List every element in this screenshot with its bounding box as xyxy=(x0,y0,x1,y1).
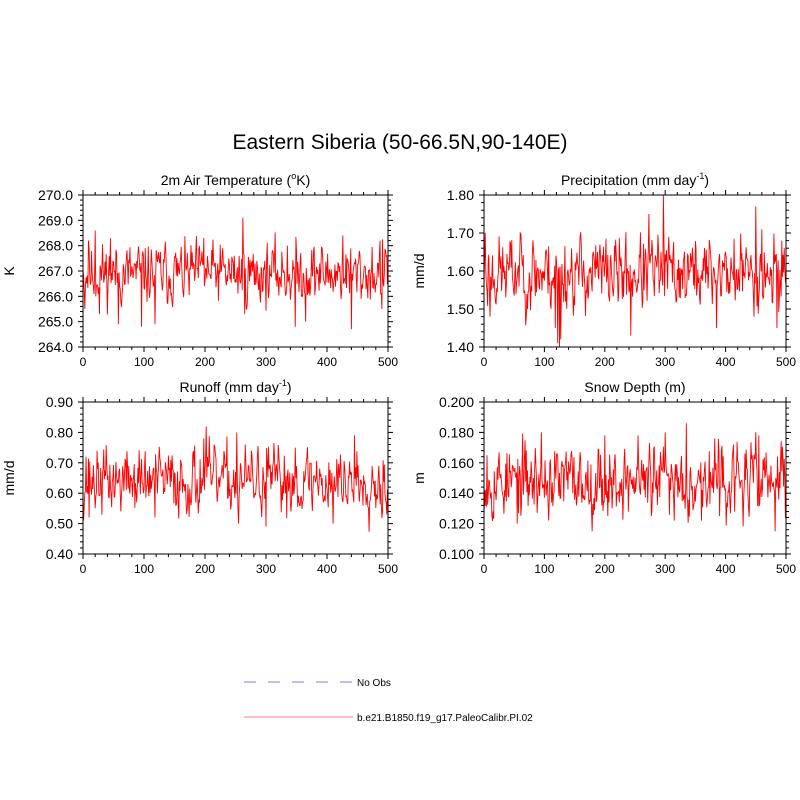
y-tick-label: 267.0 xyxy=(38,263,73,279)
x-tick-label: 100 xyxy=(534,562,554,576)
y-tick-label: 264.0 xyxy=(38,339,73,355)
x-tick-label: 0 xyxy=(80,355,87,369)
x-tick-label: 200 xyxy=(595,562,615,576)
plot-frame xyxy=(483,194,787,348)
y-tick-label: 0.120 xyxy=(439,516,474,532)
y-tick-label: 1.70 xyxy=(447,225,474,241)
x-tick-label: 500 xyxy=(776,355,796,369)
x-tick-label: 200 xyxy=(595,355,615,369)
x-tick-label: 100 xyxy=(534,355,554,369)
legend: No Obs b.e21.B1850.f19_g17.PaleoCalibr.PI… xyxy=(244,678,533,724)
x-tick-label: 300 xyxy=(655,562,675,576)
chart-panel: 0 100 200 300 400 500 0.100 0.120 0.140 0.160 0.18… xyxy=(411,379,796,576)
x-tick-label: 0 xyxy=(481,562,488,576)
y-axis-label: mm/d xyxy=(411,254,427,289)
y-tick-label: 1.50 xyxy=(447,301,474,317)
x-tick-label: 200 xyxy=(195,562,215,576)
figure-title: Eastern Siberia (50-66.5N,90-140E) xyxy=(232,131,568,154)
plot-frame xyxy=(483,401,787,555)
panel-title: Snow Depth (m) xyxy=(584,379,685,395)
y-tick-label: 1.60 xyxy=(447,263,474,279)
chart-panel: 0 100 200 300 400 500 0.40 0.50 0.60 0.70 0.80 0.90… xyxy=(1,378,398,576)
x-tick-label: 500 xyxy=(378,355,398,369)
x-tick-label: 300 xyxy=(655,355,675,369)
plot-frame xyxy=(82,401,389,555)
x-tick-label: 500 xyxy=(776,562,796,576)
y-tick-label: 265.0 xyxy=(38,314,73,330)
legend-label: No Obs xyxy=(357,678,391,689)
panel-title: Precipitation (mm day-1) xyxy=(561,171,709,188)
y-tick-label: 266.0 xyxy=(38,288,73,304)
x-tick-label: 100 xyxy=(134,355,154,369)
x-tick-label: 500 xyxy=(378,562,398,576)
x-tick-label: 400 xyxy=(317,562,337,576)
y-tick-label: 0.60 xyxy=(46,485,73,501)
y-axis-label: mm/d xyxy=(1,461,17,496)
y-tick-label: 269.0 xyxy=(38,212,73,228)
y-tick-label: 0.90 xyxy=(46,394,73,410)
y-tick-label: 0.160 xyxy=(439,455,474,471)
chart-panel: 0 100 200 300 400 500 1.40 1.50 1.60 1.70 1.80 mm/d… xyxy=(411,171,796,369)
y-tick-label: 1.40 xyxy=(447,339,474,355)
y-tick-label: 0.40 xyxy=(46,546,73,562)
x-tick-label: 0 xyxy=(481,355,488,369)
y-tick-label: 0.200 xyxy=(439,394,474,410)
x-tick-label: 200 xyxy=(195,355,215,369)
y-tick-label: 270.0 xyxy=(38,187,73,203)
x-tick-label: 300 xyxy=(256,355,276,369)
x-tick-label: 400 xyxy=(716,355,736,369)
series-line xyxy=(82,217,389,330)
series-line xyxy=(483,194,787,348)
series-line xyxy=(483,423,787,532)
x-tick-label: 300 xyxy=(256,562,276,576)
x-tick-label: 0 xyxy=(80,562,87,576)
y-tick-label: 0.80 xyxy=(46,424,73,440)
panel-title: Runoff (mm day-1) xyxy=(179,378,291,395)
legend-label: b.e21.B1850.f19_g17.PaleoCalibr.PI.02 xyxy=(357,713,533,724)
x-tick-label: 400 xyxy=(716,562,736,576)
y-tick-label: 0.140 xyxy=(439,485,474,501)
y-tick-label: 0.70 xyxy=(46,455,73,471)
y-tick-label: 0.180 xyxy=(439,424,474,440)
panel-title: 2m Air Temperature (oK) xyxy=(161,171,310,188)
series-line xyxy=(82,426,389,532)
y-tick-label: 1.80 xyxy=(447,187,474,203)
chart-panel: 0 100 200 300 400 500 264.0 265.0 266.0 267.0 268.… xyxy=(1,171,398,369)
x-tick-label: 100 xyxy=(134,562,154,576)
x-tick-label: 400 xyxy=(317,355,337,369)
y-tick-label: 0.100 xyxy=(439,546,474,562)
y-tick-label: 268.0 xyxy=(38,238,73,254)
y-axis-label: K xyxy=(1,266,17,276)
y-tick-label: 0.50 xyxy=(46,516,73,532)
y-axis-label: m xyxy=(411,472,427,484)
